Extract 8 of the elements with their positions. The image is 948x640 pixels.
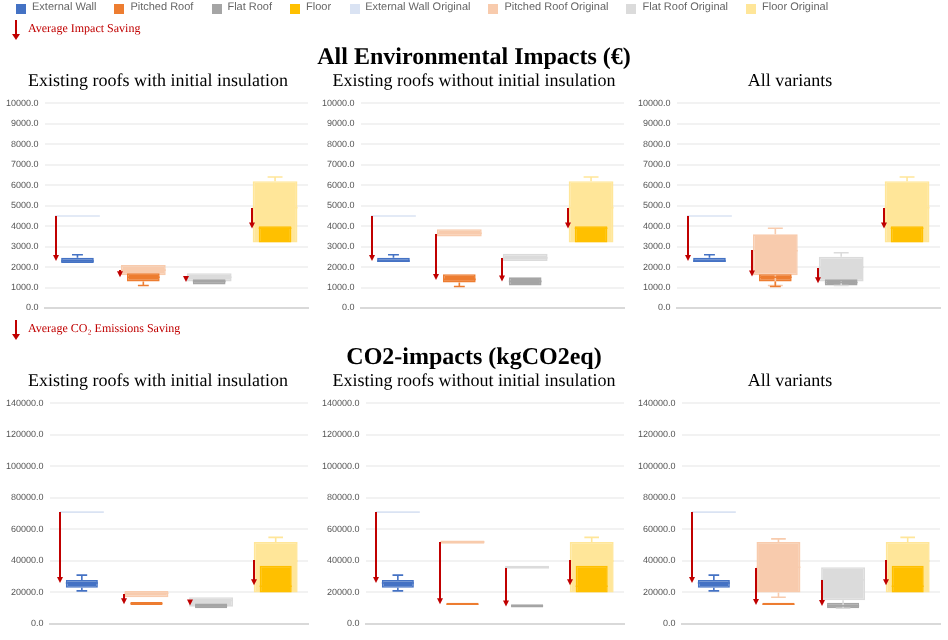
chart-title: CO2-impacts (kgCO2eq)	[344, 342, 604, 370]
chart-subtitle: Existing roofs without initial insulation	[330, 370, 618, 392]
chart-subtitle: Existing roofs with initial insulation	[26, 70, 290, 92]
chart-subtitle: All variants	[745, 370, 835, 392]
chart-title: All Environmental Impacts (€)	[316, 42, 632, 70]
chart-subtitle: All variants	[745, 70, 835, 92]
chart-subtitle: Existing roofs without initial insulation	[330, 70, 618, 92]
chart-subtitle: Existing roofs with initial insulation	[26, 370, 290, 392]
